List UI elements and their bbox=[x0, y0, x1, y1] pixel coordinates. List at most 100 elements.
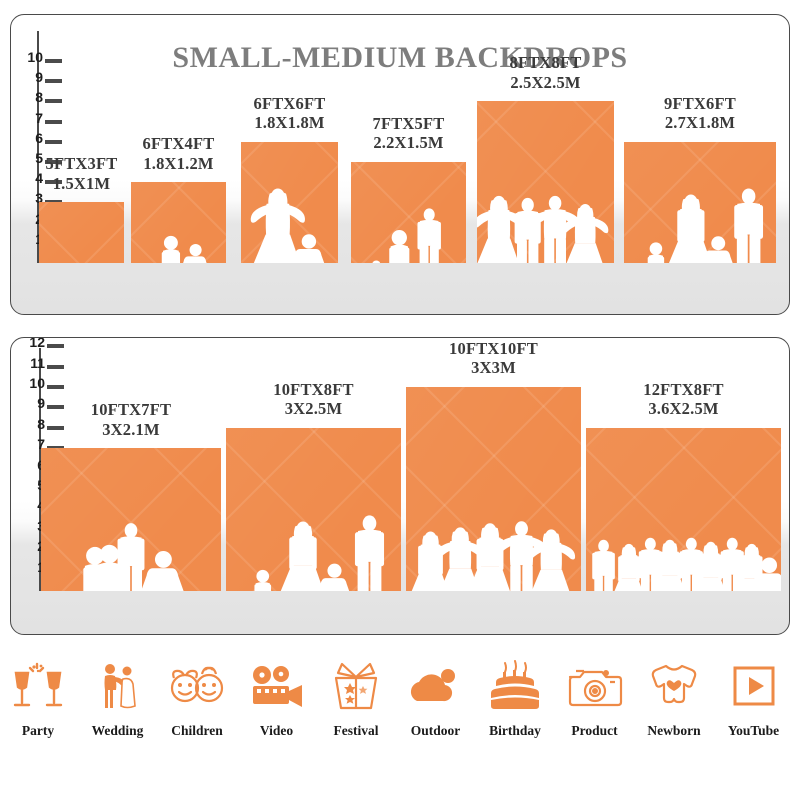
bar-size-m: 1.8X1.2M bbox=[143, 153, 214, 173]
y-tick-7: 7 bbox=[35, 111, 62, 125]
people-silhouettes bbox=[406, 387, 581, 591]
chart-1-inner: SMALL-MEDIUM BACKDROPS 12345678910 5FTX3… bbox=[11, 15, 789, 314]
gift-box-icon bbox=[308, 655, 404, 717]
backdrop-bar-10ftx10ft[interactable] bbox=[406, 387, 581, 591]
bar-size-ft: 7FTX5FT bbox=[372, 114, 445, 133]
use-case-birthday[interactable]: Birthday bbox=[467, 655, 563, 739]
use-case-label: Children bbox=[171, 723, 223, 738]
y-tick-label: 3 bbox=[35, 190, 43, 207]
bar-size-ft: 10FTX8FT bbox=[273, 379, 354, 399]
y-tick-label: 10 bbox=[27, 49, 43, 65]
y-tick-6: 6 bbox=[35, 131, 62, 145]
y-tick-10: 10 bbox=[29, 376, 64, 390]
use-case-label: Wedding bbox=[91, 723, 144, 738]
y-tick-label: 7 bbox=[37, 436, 45, 453]
bar-size-m: 1.5X1M bbox=[52, 173, 111, 193]
backdrop-bar-9ftx6ft[interactable] bbox=[624, 141, 776, 263]
use-case-product[interactable]: Product bbox=[547, 655, 643, 739]
y-tick-5: 5 bbox=[35, 151, 62, 165]
people-silhouettes bbox=[226, 428, 401, 591]
backdrop-bar-10ftx8ft[interactable] bbox=[226, 427, 401, 591]
y-tick-8: 8 bbox=[37, 417, 64, 431]
y-tick-label: 9 bbox=[35, 69, 43, 86]
backdrop-bar-12ftx8ft[interactable] bbox=[586, 427, 781, 591]
chart-panel-large: 123456789101112 10FTX7FT3X2.1M10FTX8FT3X… bbox=[10, 337, 790, 635]
cloud-sun-icon bbox=[388, 655, 484, 717]
backdrop-bar-5ftx3ft[interactable] bbox=[39, 202, 124, 263]
bar-size-label: 10FTX7FT 3X2.1M bbox=[11, 400, 251, 439]
people-silhouettes bbox=[241, 142, 338, 263]
people-silhouettes bbox=[477, 101, 614, 263]
y-tick-8: 8 bbox=[35, 90, 62, 104]
backdrop-bar-8ftx8ft[interactable] bbox=[477, 101, 614, 263]
y-tick-label: 11 bbox=[30, 354, 45, 371]
bar-size-ft: 9FTX6FT bbox=[664, 93, 736, 113]
y-tick-label: 4 bbox=[35, 170, 43, 187]
use-case-outdoor[interactable]: Outdoor bbox=[388, 655, 484, 739]
people-silhouettes bbox=[586, 428, 781, 591]
use-case-children[interactable]: Children bbox=[149, 655, 245, 739]
use-case-icon-strip: Party Wedding Children bbox=[0, 655, 800, 775]
use-case-label: Party bbox=[21, 723, 55, 738]
bar-size-m: 3X2.1M bbox=[102, 419, 160, 439]
y-tick-label: 7 bbox=[35, 109, 43, 126]
camera-icon bbox=[547, 655, 643, 717]
use-case-label: Festival bbox=[333, 723, 379, 738]
bar-size-m: 3X2.5M bbox=[284, 399, 343, 419]
people-silhouettes bbox=[39, 202, 124, 263]
two-kids-faces-icon bbox=[149, 655, 245, 717]
backdrop-bar-10ftx7ft[interactable] bbox=[41, 448, 221, 591]
champagne-glasses-icon bbox=[0, 655, 86, 717]
use-case-newborn[interactable]: Newborn bbox=[626, 655, 722, 739]
use-case-party[interactable]: Party bbox=[0, 655, 86, 739]
use-case-label: Product bbox=[571, 723, 618, 738]
bar-size-ft: 5FTX3FT bbox=[45, 154, 118, 174]
use-case-festival[interactable]: Festival bbox=[308, 655, 404, 739]
y-tick-9: 9 bbox=[37, 396, 64, 410]
y-tick-9: 9 bbox=[35, 70, 62, 84]
bar-size-ft: 6FTX6FT bbox=[253, 93, 326, 113]
bar-size-label: 8FTX8FT 2.5X2.5M bbox=[447, 53, 644, 92]
bar-size-ft: 6FTX4FT bbox=[142, 134, 215, 154]
bar-size-label: 6FTX6FT 1.8X1.8M bbox=[211, 94, 368, 133]
use-case-label: Newborn bbox=[647, 723, 701, 738]
use-case-label: Birthday bbox=[489, 723, 541, 738]
backdrop-bar-7ftx5ft[interactable] bbox=[351, 162, 466, 263]
use-case-label: YouTube bbox=[727, 723, 780, 738]
y-tick-11: 11 bbox=[30, 356, 64, 370]
bar-size-m: 3.6X2.5M bbox=[648, 399, 719, 419]
bar-size-label: 10FTX8FT 3X2.5M bbox=[196, 380, 431, 419]
people-silhouettes bbox=[351, 162, 466, 263]
birthday-cake-icon bbox=[467, 655, 563, 717]
baby-onesie-icon bbox=[626, 655, 722, 717]
y-tick-12: 12 bbox=[29, 338, 64, 349]
y-tick-label: 6 bbox=[35, 129, 43, 146]
bar-size-m: 2.5X2.5M bbox=[510, 72, 581, 92]
backdrop-bar-6ftx4ft[interactable] bbox=[131, 182, 226, 263]
y-tick-10: 10 bbox=[27, 50, 62, 64]
use-case-video[interactable]: Video bbox=[229, 655, 325, 739]
people-silhouettes bbox=[41, 448, 221, 591]
y-tick-label: 8 bbox=[37, 415, 45, 432]
bride-groom-icon bbox=[70, 655, 166, 717]
use-case-youtube[interactable]: YouTube bbox=[706, 655, 800, 739]
bar-size-m: 1.8X1.8M bbox=[254, 113, 325, 133]
bar-size-ft: 10FTX10FT bbox=[449, 339, 538, 358]
use-case-label: Outdoor bbox=[410, 723, 461, 738]
y-tick-label: 12 bbox=[29, 337, 45, 351]
use-case-label: Video bbox=[259, 723, 294, 738]
use-case-wedding[interactable]: Wedding bbox=[70, 655, 166, 739]
play-button-icon bbox=[706, 655, 800, 717]
bar-size-label: 12FTX8FT 3.6X2.5M bbox=[556, 379, 789, 419]
bar-size-m: 2.2X1.5M bbox=[373, 133, 444, 153]
bar-size-label: 10FTX10FT 3X3M bbox=[376, 339, 611, 378]
bar-size-m: 2.7X1.8M bbox=[664, 113, 736, 133]
movie-camera-icon bbox=[229, 655, 325, 717]
backdrop-bar-6ftx6ft[interactable] bbox=[241, 141, 338, 263]
bar-size-ft: 8FTX8FT bbox=[509, 53, 582, 73]
bar-size-ft: 12FTX8FT bbox=[643, 379, 724, 399]
bar-size-label: 9FTX6FT 2.7X1.8M bbox=[594, 93, 789, 133]
bar-size-label: 7FTX5FT 2.2X1.5M bbox=[321, 114, 496, 153]
y-tick-label: 10 bbox=[29, 375, 45, 391]
y-tick-label: 8 bbox=[35, 89, 43, 106]
